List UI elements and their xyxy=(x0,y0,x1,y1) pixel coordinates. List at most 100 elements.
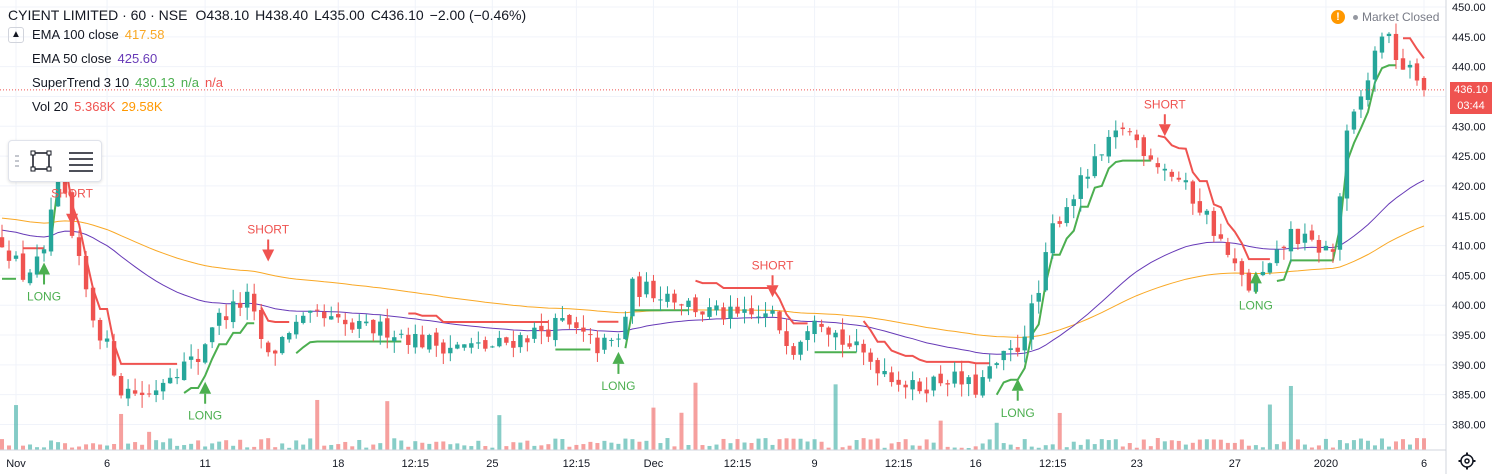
candle-body xyxy=(511,341,516,348)
volume-bar xyxy=(1422,438,1426,450)
time-tick-label: 12:15 xyxy=(724,458,752,470)
candle xyxy=(987,354,992,382)
candle-body xyxy=(637,276,642,297)
volume-bar xyxy=(812,439,817,450)
volume-bar xyxy=(245,447,250,450)
rectangle-tool-icon[interactable] xyxy=(29,149,53,173)
candle-body xyxy=(1043,252,1048,291)
signal-arrow-down-icon xyxy=(66,213,79,226)
candle xyxy=(153,380,159,403)
signal-arrow-down-icon xyxy=(1158,124,1171,137)
signal-label: LONG xyxy=(601,379,635,393)
volume-bar xyxy=(959,447,964,450)
price-tick-label: 395.00 xyxy=(1452,330,1486,342)
volume-bar xyxy=(875,438,880,450)
candle xyxy=(546,319,551,343)
candle xyxy=(251,283,257,321)
market-status[interactable]: ! Market Closed xyxy=(1331,10,1439,24)
candle xyxy=(1372,46,1378,92)
candle xyxy=(1260,261,1266,277)
time-axis[interactable]: Nov 6 11 18 12:15 25 12:15 Dec 12:15 9 12:15 16 12:1… xyxy=(6,458,1427,470)
candle-body xyxy=(679,304,684,306)
price-axis[interactable]: 450.00445.00440.00435.00430.00425.00420.… xyxy=(1452,2,1486,432)
grip-icon[interactable] xyxy=(15,154,19,168)
candle xyxy=(476,331,481,349)
volume-bar xyxy=(427,443,432,450)
candle xyxy=(784,318,789,355)
volume-bar xyxy=(280,443,285,450)
candle-body xyxy=(875,360,880,374)
volume-bar xyxy=(819,441,824,450)
candle xyxy=(1148,148,1154,162)
candle xyxy=(329,306,334,320)
open-value: O438.10 xyxy=(195,7,250,23)
candle xyxy=(1155,157,1161,174)
candle xyxy=(1358,90,1364,119)
volume-bar xyxy=(231,445,236,450)
volume-bar xyxy=(518,442,523,450)
candle xyxy=(420,325,425,349)
candle xyxy=(48,197,54,256)
volume-bar xyxy=(630,439,635,450)
candle xyxy=(188,344,194,369)
candle xyxy=(1323,240,1329,251)
volume-bar xyxy=(1078,444,1083,450)
supertrend-down-line xyxy=(695,279,808,325)
volume-bar xyxy=(735,439,740,450)
volume-bar xyxy=(1400,439,1405,450)
candle xyxy=(209,326,215,349)
indicator-ema100[interactable]: ▲ EMA 100 close 417.58 xyxy=(8,26,526,44)
candle xyxy=(945,379,950,397)
candle-body xyxy=(700,311,705,315)
volume-bar xyxy=(511,442,516,450)
candle-body xyxy=(672,293,677,303)
candle xyxy=(301,312,306,325)
volume-bar xyxy=(1106,440,1111,450)
symbol-title[interactable]: CYIENT LIMITED · 60 · NSE xyxy=(8,7,188,23)
signal-label: LONG xyxy=(1001,406,1035,420)
candle-body xyxy=(364,321,369,324)
volume-bar xyxy=(1274,444,1279,450)
candle-body xyxy=(48,209,54,252)
candle-body xyxy=(279,336,285,354)
volume-bar xyxy=(1365,440,1370,450)
volume-bar xyxy=(868,439,873,450)
time-tick-label: 16 xyxy=(970,458,982,470)
candle xyxy=(931,375,936,397)
indicator-value: 417.58 xyxy=(124,27,165,42)
volume-bar xyxy=(1050,444,1055,450)
candle xyxy=(728,295,733,329)
volume-bar xyxy=(266,438,271,450)
chart-legend: CYIENT LIMITED · 60 · NSE O438.10 H438.4… xyxy=(8,6,526,122)
chevron-up-icon[interactable]: ▲ xyxy=(8,27,24,43)
candle-body xyxy=(714,305,719,311)
volume-bar xyxy=(1190,442,1195,450)
candle xyxy=(0,224,5,248)
volume-bar xyxy=(378,443,383,450)
candle-body xyxy=(630,278,635,317)
candle-body xyxy=(812,320,817,335)
list-tool-icon[interactable] xyxy=(67,149,95,173)
volume-bar xyxy=(1029,446,1034,450)
candle-body xyxy=(931,376,936,391)
indicator-supertrend[interactable]: SuperTrend 3 10 430.13 n/a n/a xyxy=(8,74,526,92)
candle xyxy=(1043,242,1048,292)
candle xyxy=(244,283,250,320)
volume-bar xyxy=(273,447,278,450)
indicator-ema50[interactable]: EMA 50 close 425.60 xyxy=(8,50,526,68)
candle-body xyxy=(854,341,859,346)
candle-body xyxy=(441,342,446,354)
volume-bar xyxy=(798,438,803,450)
candle xyxy=(364,314,369,326)
volume-bar xyxy=(560,439,565,450)
candle xyxy=(20,240,26,282)
settings-gear-icon[interactable] xyxy=(1458,452,1476,470)
time-tick-label: 23 xyxy=(1131,458,1143,470)
indicator-volume[interactable]: Vol 20 5.368K 29.58K xyxy=(8,98,526,116)
volume-bar xyxy=(1344,443,1349,450)
candle-body xyxy=(574,322,579,329)
volume-bar xyxy=(567,446,572,450)
signal-label: SHORT xyxy=(752,258,794,272)
volume-bar xyxy=(777,439,782,450)
